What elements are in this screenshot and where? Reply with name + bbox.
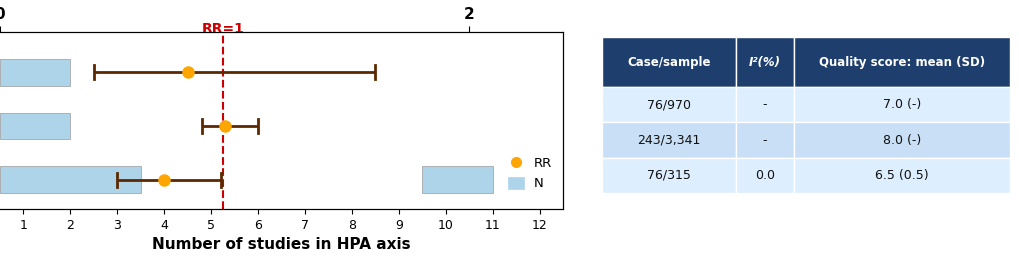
Bar — [601, 158, 736, 193]
Text: 0.0: 0.0 — [754, 169, 774, 182]
Bar — [601, 87, 736, 122]
Bar — [601, 38, 736, 87]
Text: 76/315: 76/315 — [647, 169, 691, 182]
Bar — [736, 122, 793, 158]
Text: 8.0 (-): 8.0 (-) — [881, 133, 920, 147]
Bar — [601, 122, 736, 158]
Bar — [793, 158, 1009, 193]
Legend: RR, N: RR, N — [503, 153, 555, 194]
X-axis label: Relative risk & 95% CI: Relative risk & 95% CI — [177, 0, 385, 4]
Text: 6.5 (0.5): 6.5 (0.5) — [874, 169, 927, 182]
Bar — [0, 166, 141, 193]
Text: 7.0 (-): 7.0 (-) — [881, 98, 920, 111]
Text: 76/970: 76/970 — [646, 98, 691, 111]
Text: Case/sample: Case/sample — [627, 56, 710, 69]
Text: 243/3,341: 243/3,341 — [637, 133, 700, 147]
Bar — [736, 158, 793, 193]
Bar — [736, 87, 793, 122]
Text: I²(%): I²(%) — [748, 56, 781, 69]
Text: Quality score: mean (SD): Quality score: mean (SD) — [818, 56, 983, 69]
Bar — [793, 38, 1009, 87]
Bar — [0, 59, 70, 86]
Bar — [793, 122, 1009, 158]
Bar — [0, 113, 70, 139]
Bar — [736, 38, 793, 87]
Text: -: - — [762, 98, 766, 111]
Bar — [793, 87, 1009, 122]
Text: RR=1: RR=1 — [201, 22, 244, 36]
Bar — [422, 166, 492, 193]
X-axis label: Number of studies in HPA axis: Number of studies in HPA axis — [152, 237, 411, 252]
Text: -: - — [762, 133, 766, 147]
